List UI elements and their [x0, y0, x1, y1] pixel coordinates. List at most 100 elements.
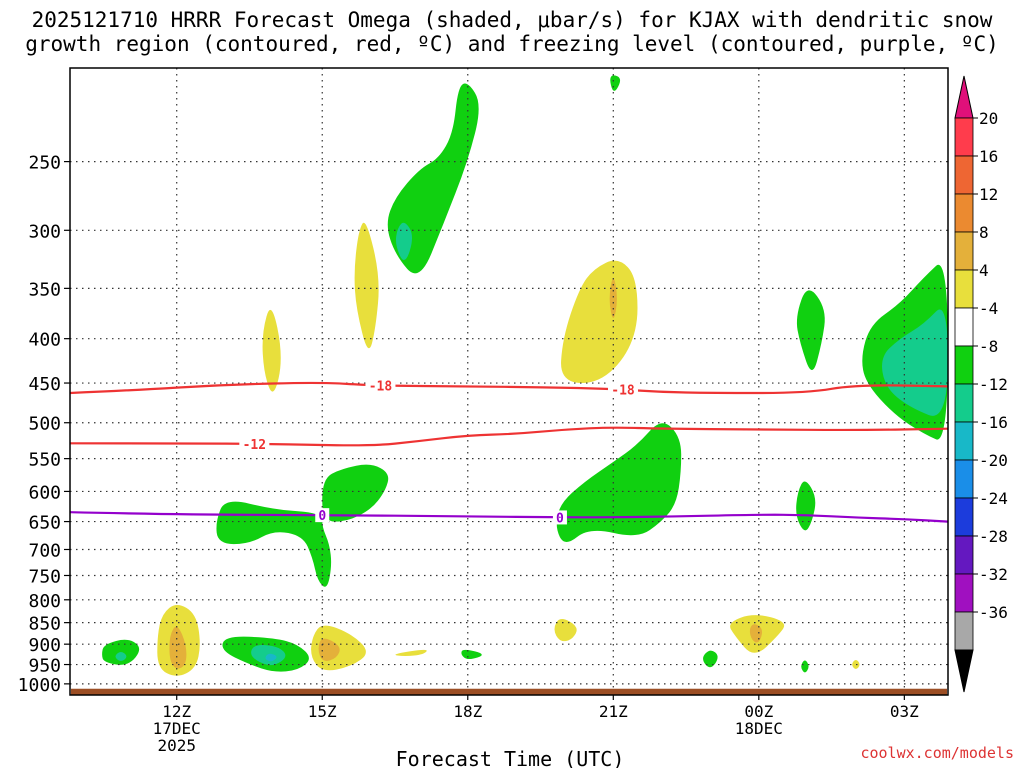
y-tick-label-450: 450 — [28, 374, 61, 395]
y-tick-label-600: 600 — [28, 482, 61, 503]
y-tick-label-400: 400 — [28, 330, 61, 351]
omega-region-yellow-21z-330 — [561, 260, 638, 383]
omega-region-green-01z-380 — [796, 290, 825, 370]
contour-label-bg — [552, 510, 567, 525]
omega-region-yellow-14z-400 — [262, 309, 281, 392]
colorbar-label-8: 8 — [979, 223, 989, 242]
omega-region-green-23z-930 — [703, 650, 718, 668]
axes-layer: 2503003504004505005506006507007508008509… — [18, 67, 949, 755]
colorbar-bottom-extension — [954, 649, 974, 693]
x-tick-label-12Z: 12Z — [162, 702, 191, 721]
contour-label-freezing-level-0: 0 — [318, 509, 326, 524]
y-tick-label-700: 700 — [28, 540, 61, 561]
x-tick-label-21Z: 21Z — [599, 702, 628, 721]
colorbar-label--20: -20 — [979, 451, 1008, 470]
omega-region-yellow-17z-920 — [395, 649, 427, 656]
colorbar-label--24: -24 — [979, 489, 1008, 508]
colorbar-swatch--24 — [954, 497, 974, 537]
colorbar-swatch--8 — [954, 345, 974, 385]
x-tick-label-00Z: 00Z — [744, 702, 773, 721]
x-tick-label-03Z: 03Z — [890, 702, 919, 721]
contour-label-dgz-minus-18: -18 — [611, 384, 635, 399]
colorbar-label--32: -32 — [979, 565, 1008, 584]
credit-text: coolwx.com/models — [860, 744, 1014, 762]
omega-region-orange-12z-900 — [169, 626, 187, 669]
x-tick-label-17DEC: 17DEC — [153, 719, 201, 738]
colorbar-swatch--20 — [954, 459, 974, 499]
colorbar-label--4: -4 — [979, 299, 998, 318]
chart-title-line-2: growth region (contoured, red, ºC) and f… — [25, 32, 999, 56]
colorbar-swatch-16 — [954, 155, 974, 195]
contour-label-dgz-minus-12: -12 — [243, 438, 266, 453]
colorbar-label--28: -28 — [979, 527, 1008, 546]
omega-region-green-13z-650 — [216, 501, 332, 587]
contour-label-freezing-level-0: 0 — [556, 511, 564, 526]
colorbar-label-12: 12 — [979, 185, 998, 204]
colorbar-swatch-8 — [954, 231, 974, 271]
y-tick-label-350: 350 — [28, 279, 61, 300]
colorbar-label-20: 20 — [979, 109, 998, 128]
colorbar-label-4: 4 — [979, 261, 989, 280]
colorbar-label--16: -16 — [979, 413, 1008, 432]
x-tick-label-2025: 2025 — [157, 736, 196, 755]
omega-region-green-01z-620 — [796, 481, 816, 531]
omega-region-yellow-20z-870 — [554, 618, 577, 642]
omega-region-orange-00z-870 — [749, 624, 763, 643]
omega-region-green-22z-550 — [556, 423, 682, 542]
y-tick-label-550: 550 — [28, 450, 61, 471]
colorbar-swatch-20 — [954, 117, 974, 157]
chart-title-line-1: 2025121710 HRRR Forecast Omega (shaded, … — [31, 8, 993, 32]
colorbar-label--36: -36 — [979, 603, 1008, 622]
colorbar-swatch--4 — [954, 307, 974, 347]
colorbar-swatch--16 — [954, 421, 974, 461]
x-tick-label-15Z: 15Z — [308, 702, 337, 721]
omega-region-teal-300 — [395, 222, 412, 261]
colorbar-swatch--36 — [954, 611, 974, 651]
x-axis-title: Forecast Time (UTC) — [396, 747, 625, 768]
x-tick-label-18DEC: 18DEC — [735, 719, 783, 738]
colorbar-swatch--28 — [954, 535, 974, 575]
ground-layer — [71, 688, 947, 695]
y-tick-label-500: 500 — [28, 414, 61, 435]
omega-region-yellow-15z-300 — [354, 222, 379, 349]
colorbar-swatch--32 — [954, 573, 974, 613]
x-tick-label-18Z: 18Z — [453, 702, 482, 721]
y-tick-label-300: 300 — [28, 221, 61, 242]
grid-layer — [70, 68, 948, 695]
y-tick-label-250: 250 — [28, 153, 61, 174]
colorbar-label--12: -12 — [979, 375, 1008, 394]
colorbar-label-16: 16 — [979, 147, 998, 166]
colorbar-label--8: -8 — [979, 337, 998, 356]
omega-region-cyan-14z-935 — [265, 653, 277, 662]
omega-region-green-01z-950 — [801, 660, 809, 673]
omega-region-green-21z-top — [610, 75, 621, 91]
y-tick-label-850: 850 — [28, 614, 61, 635]
contour-label-bg — [315, 508, 330, 523]
omega-region-teal-03z-right — [882, 309, 948, 416]
ground-strip — [71, 688, 947, 695]
plot-frame — [69, 67, 949, 696]
y-tick-label-900: 900 — [28, 635, 61, 656]
colorbar-top-extension — [954, 75, 974, 119]
y-tick-label-950: 950 — [28, 656, 61, 677]
y-tick-label-1000: 1000 — [18, 675, 61, 696]
contour-label-bg — [239, 436, 270, 451]
contour-dgz-minus-18 — [70, 381, 948, 395]
contour-layer: -18 -18 -12 0 0 — [70, 378, 948, 526]
omega-region-yellow-02z-950 — [852, 660, 860, 669]
contour-freezing-level-0 — [70, 511, 948, 523]
omega-region-green-16z-560 — [322, 464, 389, 522]
y-tick-label-800: 800 — [28, 591, 61, 612]
contour-label-bg — [607, 382, 638, 397]
omega-shading-layer — [102, 75, 948, 676]
contour-label-bg — [365, 378, 396, 393]
colorbar-swatch--12 — [954, 383, 974, 423]
contour-label-dgz-minus-18: -18 — [369, 380, 393, 395]
colorbar-swatch-4 — [954, 269, 974, 309]
y-tick-label-650: 650 — [28, 513, 61, 534]
omega-region-green-210-200 — [387, 83, 479, 274]
colorbar: 20 16 12 8 4 -4 -8 -12 -16 -20 -24 -28 -32 -36 — [954, 75, 1008, 693]
y-tick-label-750: 750 — [28, 566, 61, 587]
colorbar-swatch-12 — [954, 193, 974, 233]
